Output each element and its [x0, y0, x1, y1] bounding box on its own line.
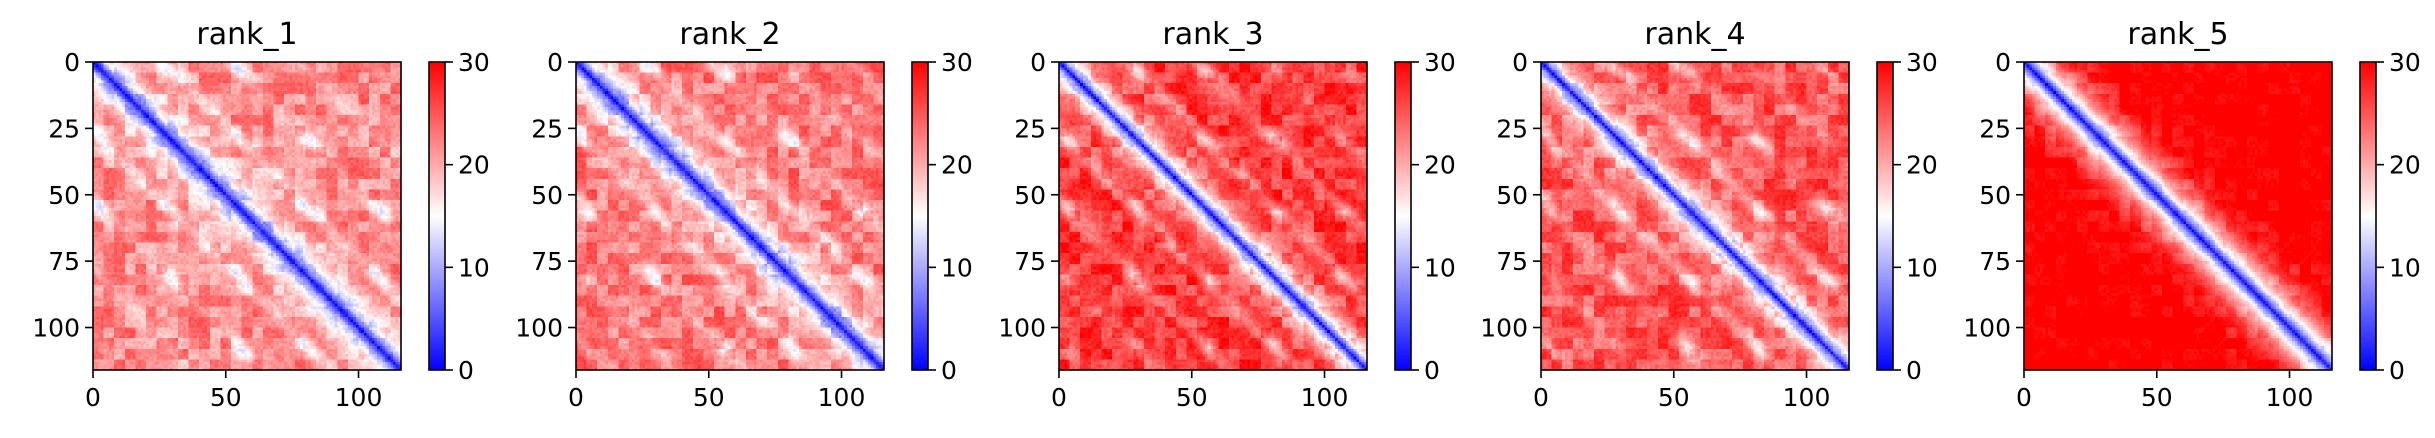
- x-tick-label: 0: [1051, 383, 1067, 412]
- y-tick-label: 50: [1496, 181, 1528, 210]
- colorbar-tick-label: 20: [941, 151, 973, 180]
- heatmap-image: [1059, 62, 1367, 370]
- y-tick-label: 25: [1014, 114, 1046, 143]
- x-tick-label: 100: [1301, 383, 1349, 412]
- colorbar-frame: [1394, 61, 1412, 371]
- heatmap-panel-3: rank_3 0 50 100 0 25 50 75 100 0 10 20 30: [998, 17, 1456, 412]
- colorbar: [2360, 62, 2376, 370]
- x-tick-label: 50: [1176, 383, 1208, 412]
- y-tick-label: 50: [1014, 181, 1046, 210]
- x-tick-label: 0: [568, 383, 584, 412]
- y-tick-label: 50: [531, 181, 563, 210]
- x-tick-label: 50: [2141, 383, 2173, 412]
- colorbar: [1395, 62, 1411, 370]
- y-tick-label: 100: [1963, 314, 2011, 343]
- y-tick-label: 50: [1979, 181, 2011, 210]
- y-tick-label: 0: [1995, 48, 2011, 77]
- colorbar-tick-label: 10: [1424, 253, 1456, 282]
- y-tick-label: 75: [1014, 247, 1046, 276]
- colorbar-tick-label: 20: [2389, 151, 2421, 180]
- panel-title: rank_2: [679, 17, 780, 52]
- y-tick-label: 0: [64, 48, 80, 77]
- y-tick-label: 75: [1496, 247, 1528, 276]
- x-tick-label: 100: [818, 383, 866, 412]
- plot-frame: [1540, 61, 1850, 371]
- x-tick-label: 50: [210, 383, 242, 412]
- colorbar: [912, 62, 928, 370]
- colorbar: [429, 62, 445, 370]
- plot-frame: [575, 61, 885, 371]
- colorbar-frame: [428, 61, 446, 371]
- colorbar-tick-label: 20: [1424, 151, 1456, 180]
- x-tick-label: 100: [2266, 383, 2314, 412]
- colorbar-tick-label: 0: [1906, 356, 1922, 385]
- colorbar-tick-label: 0: [2389, 356, 2405, 385]
- colorbar-frame: [911, 61, 929, 371]
- x-tick-label: 0: [2016, 383, 2032, 412]
- x-tick-label: 50: [1658, 383, 1690, 412]
- colorbar-tick-label: 30: [458, 48, 490, 77]
- heatmap-panel-1: rank_1 0 50 100 0 25 50 75 100 0 10 20 30: [32, 17, 490, 412]
- y-tick-label: 0: [1030, 48, 1046, 77]
- y-tick-label: 25: [48, 114, 80, 143]
- plot-frame: [92, 61, 402, 371]
- plot-frame: [1058, 61, 1368, 371]
- y-tick-label: 100: [998, 314, 1046, 343]
- colorbar-tick-label: 30: [1906, 48, 1938, 77]
- y-tick-label: 100: [1480, 314, 1528, 343]
- colorbar-tick-label: 30: [941, 48, 973, 77]
- plot-frame: [2023, 61, 2333, 371]
- panel-title: rank_1: [196, 17, 297, 52]
- colorbar-tick-label: 20: [458, 151, 490, 180]
- colorbar-tick-label: 10: [2389, 253, 2421, 282]
- heatmap-panel-2: rank_2 0 50 100 0 25 50 75 100 0 10 20 30: [515, 17, 973, 412]
- y-tick-label: 75: [531, 247, 563, 276]
- y-tick-label: 25: [1979, 114, 2011, 143]
- heatmap-image: [2024, 62, 2332, 370]
- y-tick-label: 75: [48, 247, 80, 276]
- colorbar-tick-label: 10: [458, 253, 490, 282]
- y-tick-label: 100: [32, 314, 80, 343]
- heatmap-panel-4: rank_4 0 50 100 0 25 50 75 100 0 10 20 30: [1480, 17, 1938, 412]
- heatmap-image: [576, 62, 884, 370]
- y-tick-label: 25: [531, 114, 563, 143]
- x-tick-label: 0: [1533, 383, 1549, 412]
- colorbar-tick-label: 10: [1906, 253, 1938, 282]
- y-tick-label: 0: [547, 48, 563, 77]
- x-tick-label: 0: [85, 383, 101, 412]
- colorbar-tick-label: 30: [2389, 48, 2421, 77]
- colorbar-tick-label: 0: [1424, 356, 1440, 385]
- panel-title: rank_5: [2127, 17, 2228, 52]
- colorbar-tick-label: 30: [1424, 48, 1456, 77]
- x-tick-label: 100: [335, 383, 383, 412]
- y-tick-label: 75: [1979, 247, 2011, 276]
- colorbar-tick-label: 0: [458, 356, 474, 385]
- colorbar-tick-label: 20: [1906, 151, 1938, 180]
- panel-title: rank_3: [1162, 17, 1263, 52]
- panel-title: rank_4: [1644, 17, 1745, 52]
- x-tick-label: 50: [693, 383, 725, 412]
- y-tick-label: 50: [48, 181, 80, 210]
- heatmap-image: [93, 62, 401, 370]
- heatmap-image: [1541, 62, 1849, 370]
- colorbar-frame: [2359, 61, 2377, 371]
- colorbar-tick-label: 0: [941, 356, 957, 385]
- y-tick-label: 0: [1512, 48, 1528, 77]
- heatmap-panel-5: rank_5 0 50 100 0 25 50 75 100 0 10 20 30: [1963, 17, 2421, 412]
- y-tick-label: 100: [515, 314, 563, 343]
- x-tick-label: 100: [1783, 383, 1831, 412]
- colorbar: [1877, 62, 1893, 370]
- colorbar-tick-label: 10: [941, 253, 973, 282]
- y-tick-label: 25: [1496, 114, 1528, 143]
- colorbar-frame: [1876, 61, 1894, 371]
